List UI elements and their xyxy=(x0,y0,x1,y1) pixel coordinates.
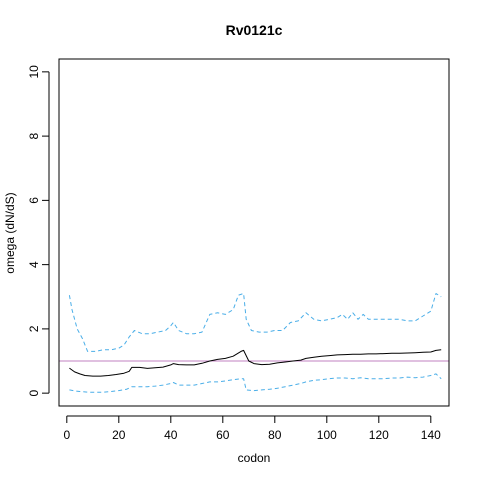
x-tick-label: 140 xyxy=(421,428,441,442)
x-tick-label: 60 xyxy=(216,428,230,442)
y-tick-label: 4 xyxy=(27,261,41,268)
y-axis-label: omega (dN/dS) xyxy=(3,192,17,273)
x-axis-label: codon xyxy=(238,451,271,465)
plot-frame xyxy=(58,58,450,407)
y-tick-label: 0 xyxy=(27,389,41,396)
x-tick-label: 120 xyxy=(369,428,389,442)
x-tick-label: 20 xyxy=(112,428,126,442)
plot-lines xyxy=(59,293,449,393)
chart-title: Rv0121c xyxy=(226,22,283,38)
y-tick-label: 10 xyxy=(27,65,41,79)
x-tick-label: 80 xyxy=(268,428,282,442)
upper-bound-line xyxy=(68,293,442,352)
x-tick-label: 0 xyxy=(63,428,70,442)
y-tick-label: 6 xyxy=(27,197,41,204)
x-tick-label: 40 xyxy=(164,428,178,442)
y-tick-label: 2 xyxy=(27,325,41,332)
y-tick-label: 8 xyxy=(27,132,41,139)
x-tick-label: 100 xyxy=(317,428,337,442)
lower-bound-line xyxy=(69,373,442,393)
axis-ticks: 0 20 40 60 80 100 120 140 0 2 4 6 8 10 xyxy=(27,65,441,442)
omega-estimate-line xyxy=(69,349,442,377)
